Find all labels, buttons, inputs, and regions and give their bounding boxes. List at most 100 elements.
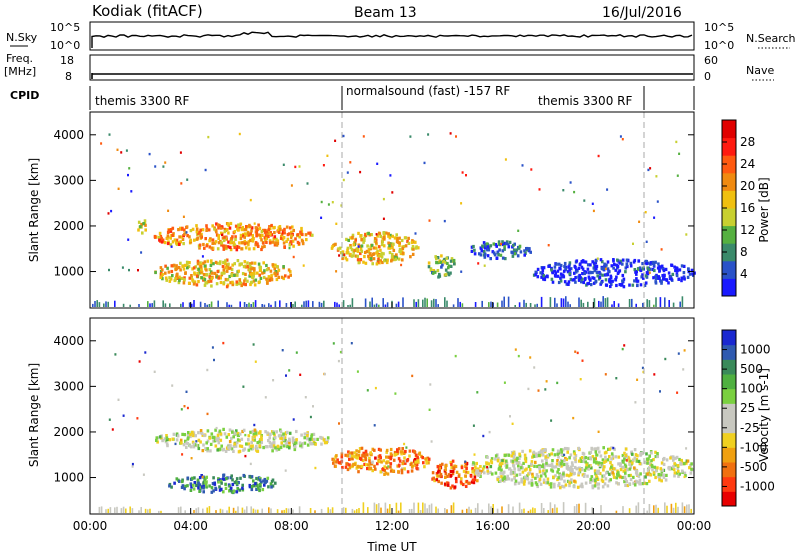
echo-cell [256,486,260,490]
echo-cell [636,378,639,381]
echo-cell [446,261,449,266]
echo-cell [131,462,134,466]
echo-cell [273,231,276,235]
echo-cell [186,262,189,266]
echo-cell [188,302,191,307]
echo-cell [169,229,173,233]
echo-cell [249,198,252,202]
echo-cell [221,236,225,240]
x-tick-label: 08:00 [274,519,309,533]
echo-cell [547,264,550,268]
echo-cell [232,489,236,493]
echo-cell [232,444,236,449]
echo-cell [503,296,505,307]
echo-cell [183,232,186,236]
echo-cell [542,480,546,484]
echo-cell [539,271,542,275]
echo-cell [378,459,382,464]
echo-cell [498,462,502,466]
echo-cell [532,507,534,513]
echo-cell [356,254,359,258]
echo-cell [373,237,377,241]
echo-cell [360,464,364,468]
echo-cell [306,182,309,185]
echo-cell [165,278,168,282]
echo-cell [109,507,112,513]
echo-cell [169,228,173,232]
echo-cell [428,219,431,222]
echo-cell [573,278,576,282]
echo-cell [624,483,627,487]
echo-cell [474,507,477,513]
echo-cell [182,281,186,285]
echo-cell [443,219,446,223]
echo-cell [222,427,225,431]
echo-cell [208,275,211,279]
echo-cell [690,462,693,466]
echo-cell [389,243,393,247]
echo-cell [238,241,241,245]
echo-cell [606,260,610,264]
echo-cell [270,479,274,484]
echo-cell [400,238,404,243]
echo-cell [283,436,287,440]
echo-cell [220,243,223,247]
echo-cell [404,461,407,465]
echo-cell [444,261,447,265]
echo-cell [594,478,597,483]
echo-cell [624,270,627,274]
echo-cell [237,433,240,437]
echo-cell [599,258,603,262]
echo-cell [393,258,396,262]
echo-cell [291,225,294,229]
echo-cell [279,428,282,432]
echo-cell [385,450,388,454]
echo-cell [277,268,281,272]
echo-cell [256,244,260,248]
echo-cell [383,237,386,241]
echo-cell [330,246,334,250]
echo-cell [196,478,200,482]
echo-cell [273,271,277,275]
echo-cell [160,510,162,513]
echo-cell [286,430,289,434]
echo-cell [259,480,263,484]
echo-cell [225,258,229,262]
echo-cell [681,502,684,513]
echo-cell [523,508,525,513]
echo-cell [186,266,189,270]
echo-cell [229,281,232,285]
echo-cell [191,476,194,480]
echo-cell [387,455,391,459]
echo-cell [230,239,233,243]
echo-cell [606,297,609,307]
echo-cell [497,253,500,257]
echo-cell [621,138,624,141]
echo-cell [680,279,683,283]
echo-cell [453,262,456,266]
echo-cell [392,255,395,259]
echo-cell [342,134,345,138]
echo-cell [197,486,200,490]
echo-cell [228,489,231,493]
echo-cell [213,271,217,275]
echo-cell [222,244,225,248]
echo-cell [552,475,555,479]
echo-cell [401,462,404,466]
echo-cell [488,430,491,434]
echo-cell [188,235,191,239]
echo-cell [641,482,645,486]
echo-cell [282,241,286,245]
echo-cell [252,279,256,283]
echo-cell [149,303,151,307]
echo-cell [218,429,222,433]
echo-cell [557,455,560,459]
echo-cell [345,507,347,513]
echo-cell [594,447,597,451]
echo-cell [255,444,258,448]
echo-cell [188,444,192,448]
echo-cell [316,437,319,441]
echo-cell [129,304,131,307]
echo-cell [673,474,676,478]
echo-cell [661,274,664,278]
